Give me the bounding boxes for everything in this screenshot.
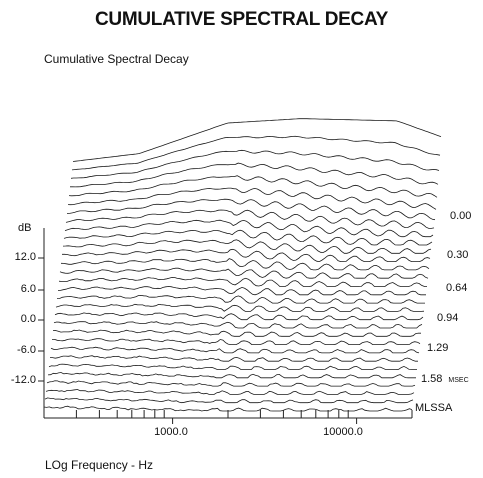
y-tick-label: -6.0 [17,344,36,356]
decay-slice-line [52,329,422,337]
decay-slice-line [45,389,415,395]
decay-slice-line [70,162,439,188]
decay-slice-line [65,209,435,229]
decay-slice-line [49,355,418,362]
time-slice-label: 0.94 [437,312,459,324]
x-tick-label: 10000.0 [323,426,363,438]
decay-slice-line [62,248,431,263]
time-unit-label: MSEC [448,377,469,384]
decay-slice-line [56,294,425,304]
decay-slices [43,118,442,412]
y-tick-label: 12.0 [14,251,36,263]
decay-slice-line [63,229,433,246]
decay-slice-line [60,258,430,271]
time-slice-label: 0.30 [447,249,469,261]
decay-slice-line [68,175,438,198]
decay-slice-line [66,198,436,221]
analyzer-brand: MLSSA [415,402,453,414]
decay-slice-line [62,239,432,254]
decay-slice-line [67,187,437,210]
x-tick-marks [43,410,413,424]
decay-slice-line [54,312,424,321]
decay-slice-line [59,267,429,279]
time-value: 1.58 [421,373,443,385]
time-slice-label: 0.64 [446,282,468,294]
decay-slice-line [52,338,421,346]
decay-slice-line [58,276,427,287]
decay-slice-line [70,149,440,179]
y-axis-unit: dB [18,222,32,234]
y-tick-label: 6.0 [20,283,36,295]
decay-slice-line [55,303,425,312]
decay-slice-line [64,219,434,238]
decay-slice-line [48,363,417,370]
y-tick-label: -12.0 [10,374,36,386]
decay-slice-line [50,346,420,354]
x-axis-title: LOg Frequency - Hz [45,458,154,472]
y-tick-label: 0.0 [20,313,36,325]
decay-slice-line [58,286,426,296]
decay-slice-line [44,397,414,404]
decay-slice-line [71,135,441,171]
page-heading: CUMULATIVE SPECTRAL DECAY [94,9,388,30]
time-slice-label: 1.58 MSEC [421,373,469,385]
decay-slice-line [47,372,416,379]
decay-slice-line [53,321,423,329]
chart-title: Cumulative Spectral Decay [44,52,189,66]
x-tick-label: 1000.0 [154,426,188,438]
time-slice-label: 1.29 [427,342,449,354]
decay-slice-line [46,380,416,387]
time-slice-label: 0.00 [450,210,472,222]
decay-slice-line [72,118,442,162]
